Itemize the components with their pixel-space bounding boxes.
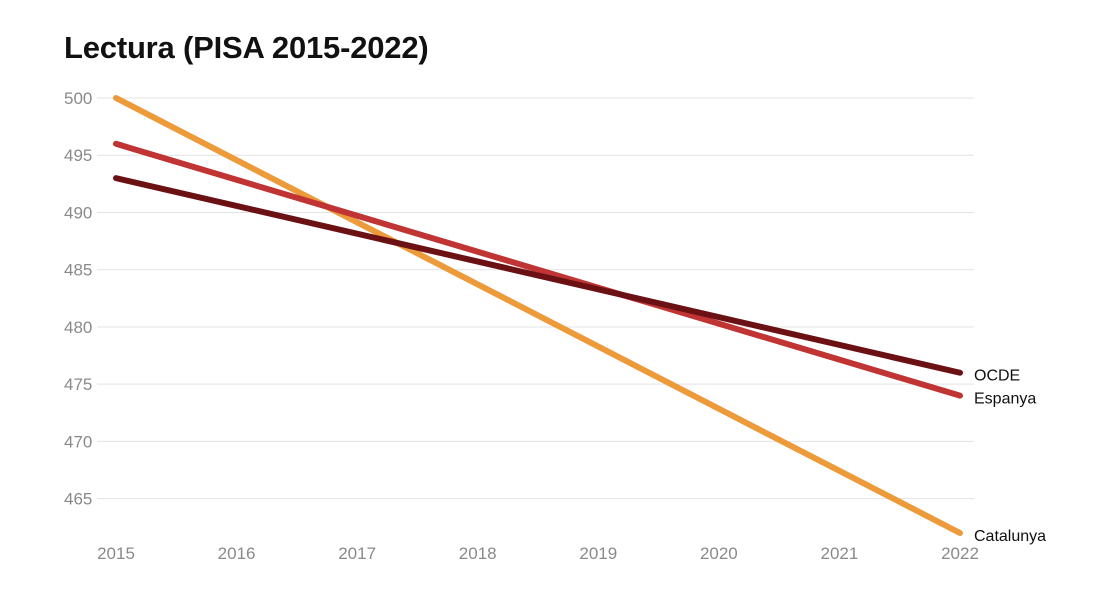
y-tick-label: 495 (64, 146, 92, 165)
x-tick-label: 2019 (579, 544, 617, 563)
x-tick-label: 2018 (459, 544, 497, 563)
series-lines (113, 95, 963, 536)
series-line-espanya (113, 140, 963, 399)
x-tick-label: 2015 (97, 544, 135, 563)
y-tick-label: 485 (64, 261, 92, 280)
series-labels: Catalunya Espanya OCDE (974, 368, 1046, 545)
y-tick-label: 475 (64, 375, 92, 394)
x-tick-label: 2021 (821, 544, 859, 563)
y-tick-label: 465 (64, 490, 92, 509)
x-tick-label: 2017 (338, 544, 376, 563)
series-label-espanya: Espanya (974, 391, 1036, 408)
x-tick-label: 2022 (941, 544, 979, 563)
series-label-catalunya: Catalunya (974, 528, 1046, 545)
y-tick-label: 490 (64, 203, 92, 222)
y-tick-label: 500 (64, 89, 92, 108)
series-line-ocde (113, 175, 963, 376)
x-axis: 2015 2016 2017 2018 2019 2020 2021 2022 (97, 544, 979, 563)
y-tick-label: 480 (64, 318, 92, 337)
x-tick-label: 2020 (700, 544, 738, 563)
gridlines (97, 97, 974, 500)
series-label-ocde: OCDE (974, 368, 1020, 385)
x-tick-label: 2016 (218, 544, 256, 563)
y-tick-label: 470 (64, 432, 92, 451)
series-line-catalunya (113, 95, 963, 536)
y-axis: 465 470 475 480 485 490 495 500 (64, 89, 92, 509)
chart-title: Lectura (PISA 2015-2022) (64, 30, 429, 65)
